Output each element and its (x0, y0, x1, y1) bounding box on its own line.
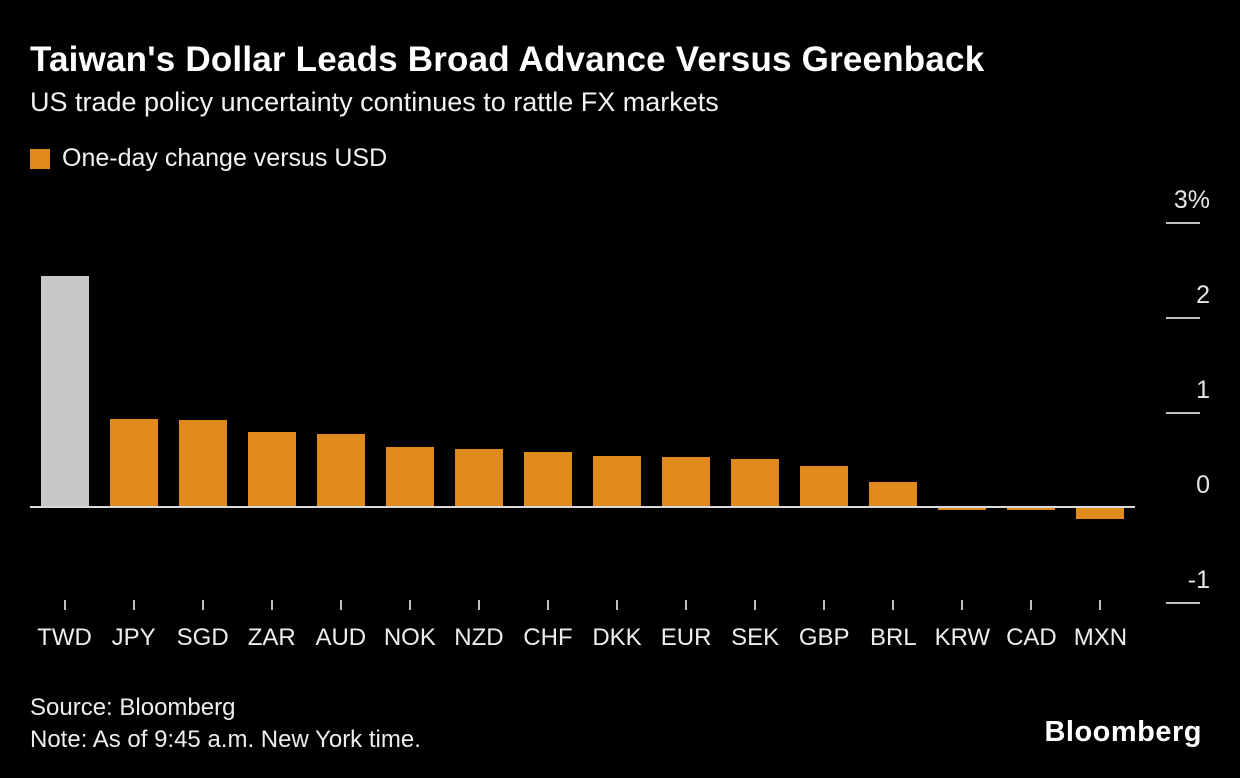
x-axis-tick (477, 600, 480, 610)
x-axis-label-twd: TWD (37, 624, 92, 651)
x-axis-tick (201, 600, 204, 610)
y-axis-label-1: 1 (1196, 376, 1210, 404)
x-axis-tick (408, 600, 411, 610)
bar-chf (523, 451, 572, 507)
x-axis-label-dkk: DKK (592, 624, 642, 651)
x-axis-tick (339, 600, 342, 610)
note-text: Note: As of 9:45 a.m. New York time. (30, 726, 421, 753)
legend-label: One-day change versus USD (62, 144, 388, 172)
x-axis-label-sgd: SGD (176, 624, 229, 651)
y-axis-label-2: 2 (1196, 281, 1210, 309)
x-axis-tick (616, 600, 619, 610)
legend: One-day change versus USD (30, 144, 387, 173)
bar-dkk (593, 455, 642, 507)
bar-nok (385, 447, 434, 507)
bar-gbp (800, 466, 849, 507)
x-axis-label-krw: KRW (934, 624, 991, 651)
bar-nzd (454, 449, 503, 507)
x-axis-label-jpy: JPY (111, 624, 156, 651)
bar-jpy (109, 418, 158, 507)
y-axis-tick (1166, 412, 1200, 414)
bar-zar (247, 431, 296, 507)
bar-brl (869, 482, 918, 507)
x-axis-tick (1030, 600, 1033, 610)
x-axis-label-chf: CHF (523, 624, 573, 651)
bar-sgd (178, 419, 227, 507)
legend-swatch-icon (30, 148, 50, 169)
x-axis-tick (961, 600, 964, 610)
chart-subtitle: US trade policy uncertainty continues to… (30, 87, 719, 117)
x-axis-tick (754, 600, 757, 610)
x-axis-tick (63, 600, 66, 610)
y-axis-label--1: -1 (1187, 566, 1210, 594)
bar-aud (316, 433, 365, 507)
source-text: Source: Bloomberg (30, 694, 236, 721)
bar-twd (40, 276, 89, 507)
x-axis-tick (892, 600, 895, 610)
y-axis-tick (1166, 222, 1200, 224)
x-axis-label-nok: NOK (383, 624, 436, 651)
x-axis-label-zar: ZAR (247, 624, 296, 651)
chart-title: Taiwan's Dollar Leads Broad Advance Vers… (30, 40, 985, 79)
x-axis-label-eur: EUR (660, 624, 712, 651)
x-axis-label-cad: CAD (1006, 624, 1057, 651)
y-axis-label-3: 3% (1173, 186, 1210, 214)
x-axis-tick (1099, 600, 1102, 610)
x-axis-tick (546, 600, 549, 610)
x-axis-label-sek: SEK (731, 624, 780, 651)
bar-cad (1007, 507, 1056, 510)
x-axis-tick (270, 600, 273, 610)
x-axis-label-gbp: GBP (798, 624, 850, 651)
y-axis-tick (1166, 602, 1200, 604)
x-axis-tick (685, 600, 688, 610)
x-axis-tick (132, 600, 135, 610)
x-axis-label-aud: AUD (315, 624, 367, 651)
bar-sek (731, 458, 780, 507)
bloomberg-logo: Bloomberg (1044, 716, 1202, 748)
bar-mxn (1076, 507, 1125, 520)
y-axis-tick (1166, 317, 1200, 319)
x-axis-label-nzd: NZD (454, 624, 504, 651)
x-axis-tick (823, 600, 826, 610)
bar-krw (938, 507, 987, 510)
y-axis-label-0: 0 (1196, 471, 1210, 499)
x-axis-label-brl: BRL (869, 624, 917, 651)
bar-eur (662, 456, 711, 507)
zero-axis-line (30, 506, 1135, 508)
x-axis-label-mxn: MXN (1073, 624, 1128, 651)
